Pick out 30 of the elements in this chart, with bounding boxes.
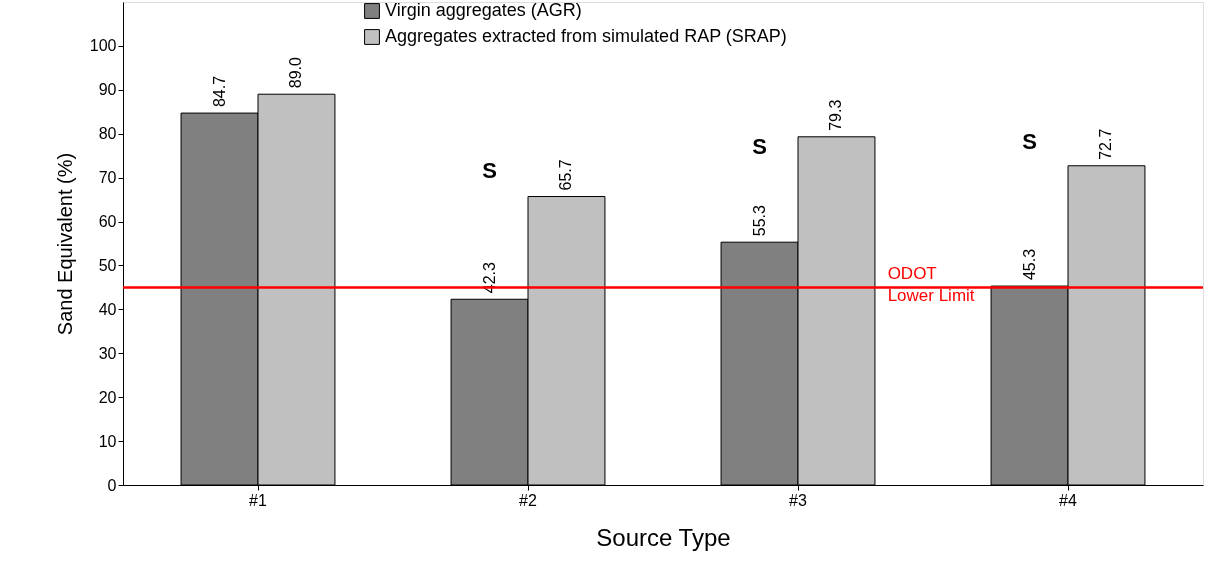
data-label: 72.7: [1097, 128, 1115, 160]
legend-label: Virgin aggregates (AGR): [385, 0, 582, 20]
y-tick-label: 50: [98, 256, 117, 274]
x-tick-label: #1: [249, 491, 267, 509]
data-label: 89.0: [287, 56, 305, 89]
y-tick-label: 10: [98, 432, 117, 450]
y-tick-label: 40: [98, 300, 117, 318]
data-label: 79.3: [827, 99, 845, 131]
x-tick-label: #2: [519, 491, 537, 509]
y-tick-label: 80: [98, 125, 117, 143]
y-tick-label: 20: [98, 388, 117, 406]
ref-line-label: ODOT Lower Limit: [887, 264, 975, 306]
y-axis-title: Sand Equivalent (%): [53, 152, 76, 336]
annotation: S: [482, 158, 497, 184]
annotation: S: [752, 133, 767, 159]
x-tick-label: #3: [789, 491, 807, 509]
annotation: S: [1022, 129, 1037, 155]
y-tick-label: 100: [89, 37, 117, 55]
y-tick-label: 90: [98, 81, 117, 99]
data-label: 65.7: [557, 159, 575, 191]
y-tick-label: 30: [98, 344, 117, 362]
y-tick-label: 70: [98, 169, 117, 187]
y-tick-label: 60: [98, 213, 117, 231]
x-tick-label: #4: [1059, 491, 1077, 509]
data-label: 55.3: [750, 204, 768, 237]
data-label: 45.3: [1020, 248, 1038, 281]
data-label: 84.7: [210, 75, 228, 108]
y-tick-label: 0: [107, 476, 117, 494]
x-axis-title: Source Type: [596, 523, 731, 551]
legend-label: Aggregates extracted from simulated RAP (SRAP): [385, 26, 787, 46]
